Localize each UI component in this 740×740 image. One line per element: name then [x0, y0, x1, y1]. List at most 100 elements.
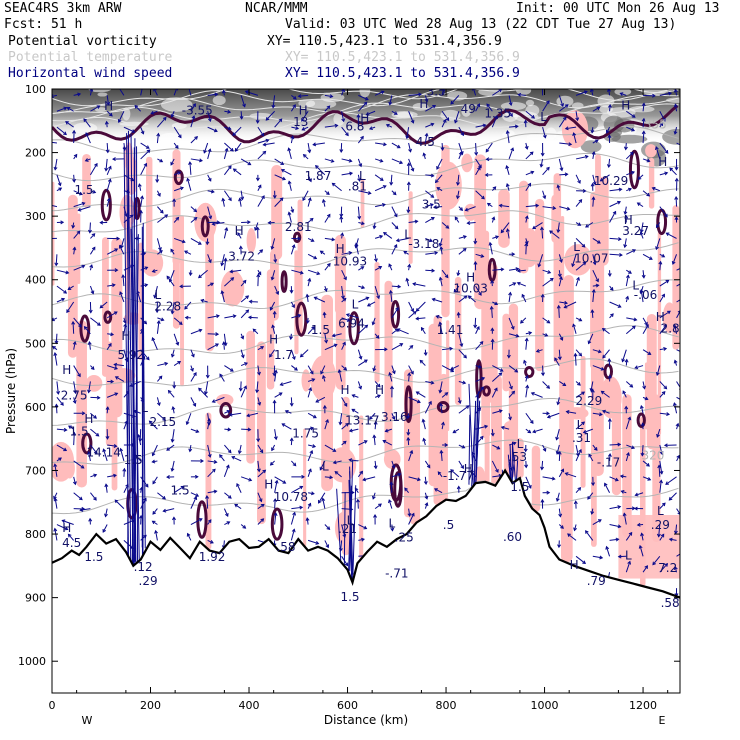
wind-vector: [358, 359, 368, 366]
wind-vector: [659, 293, 665, 303]
contour-value-label: .31: [572, 431, 591, 445]
field-xy-pv: XY= 110.5,423.1 to 531.4,356.9: [267, 34, 502, 49]
contour-value-label: 1.5: [74, 183, 93, 197]
wind-vector: [106, 248, 119, 255]
wind-vector: [659, 533, 665, 541]
wind-vector: [339, 215, 344, 223]
wind-vector: [525, 151, 534, 160]
wind-vector: [107, 268, 119, 273]
wind-updraft: [349, 459, 354, 571]
wind-vector: [271, 324, 276, 334]
wind-vector: [558, 95, 565, 108]
wind-vector: [170, 111, 175, 118]
wind-vector: [56, 297, 66, 303]
wind-vector: [408, 476, 421, 482]
wind-vector: [239, 111, 244, 120]
wind-vector: [157, 412, 167, 421]
wind-vector: [170, 158, 175, 166]
wind-vector: [575, 448, 582, 462]
wind-vector: [56, 397, 64, 406]
strat-shade-gap: [160, 97, 193, 112]
wind-vector: [83, 118, 91, 128]
wind-vector: [223, 227, 229, 239]
wind-vector: [382, 232, 393, 239]
wind-vector: [659, 391, 666, 398]
wind-vector: [542, 100, 550, 112]
pv-fill-column: [657, 232, 662, 435]
contour-value-label: 3.5: [422, 198, 441, 212]
wind-vector: [357, 135, 364, 144]
wind-vector: [190, 206, 198, 213]
wind-vector: [419, 359, 426, 366]
wind-vector: [625, 381, 634, 388]
wind-vector: [549, 230, 560, 239]
wind-vector: [238, 197, 243, 207]
wind-vector: [173, 186, 184, 192]
wind-vector: [291, 313, 302, 319]
contour-value-label: 10.03: [453, 281, 487, 295]
wind-vector: [341, 317, 351, 322]
x-tick-label: 200: [140, 699, 161, 712]
wind-vector: [153, 285, 158, 299]
contour-value-label: 1.5: [84, 550, 103, 564]
wind-vector: [73, 264, 86, 271]
wind-vector: [601, 409, 610, 414]
wind-vector: [203, 142, 209, 154]
wind-vector: [341, 269, 347, 281]
contour-value-label: 1.5: [124, 453, 143, 467]
wind-vector: [652, 555, 661, 566]
extremum-marker: H: [235, 224, 244, 238]
terrain-mask: [52, 470, 680, 693]
wind-vector: [625, 274, 630, 287]
wind-vector: [358, 94, 369, 101]
wind-vector: [307, 197, 312, 207]
wind-vector: [257, 249, 264, 255]
wind-vector: [659, 324, 667, 335]
wind-vector: [591, 476, 595, 487]
wind-vector: [351, 394, 359, 398]
extremum-marker: H: [62, 521, 71, 535]
theta-contour: [52, 471, 679, 515]
wind-vector: [148, 420, 158, 430]
wind-vector: [622, 512, 627, 525]
wind-vector: [389, 174, 394, 186]
wind-vector: [508, 95, 513, 106]
wind-vector: [291, 460, 297, 467]
wind-vector: [72, 129, 77, 144]
wind-vector: [542, 333, 549, 337]
wind-vector: [623, 206, 628, 216]
strat-shade-gap: [412, 102, 429, 111]
wind-vector: [66, 301, 75, 314]
wind-vector: [626, 126, 636, 132]
wind-vector: [491, 186, 497, 192]
wind-vector: [140, 162, 148, 176]
contour-value-label: 3.27: [622, 224, 649, 238]
pv-fill-column: [146, 156, 153, 274]
wind-vector: [607, 358, 612, 366]
wind-vector: [607, 134, 612, 144]
contour-value-label: .29: [651, 518, 670, 532]
wind-vector: [605, 126, 611, 134]
wind-vector: [473, 260, 478, 271]
wind-vector: [88, 517, 93, 525]
wind-vector: [273, 512, 278, 525]
wind-vector: [540, 293, 545, 303]
wind-vector: [257, 269, 262, 276]
wind-vector: [592, 412, 603, 417]
wind-vector: [642, 476, 652, 481]
wind-vector: [540, 460, 545, 471]
wind-vector: [248, 299, 258, 304]
wind-vector: [190, 217, 198, 223]
wind-vector: [157, 375, 163, 382]
extremum-marker: L: [632, 278, 639, 292]
wind-vector: [332, 460, 342, 465]
wind-vector: [56, 220, 65, 225]
wind-vector: [219, 373, 225, 382]
wind-vector: [220, 254, 225, 267]
wind-updraft: [126, 133, 132, 580]
pv-fill-blob: [141, 249, 164, 277]
wind-vector: [639, 289, 644, 303]
wind-vector: [508, 291, 513, 303]
wind-vector: [269, 460, 275, 466]
wind-vector: [307, 387, 313, 398]
